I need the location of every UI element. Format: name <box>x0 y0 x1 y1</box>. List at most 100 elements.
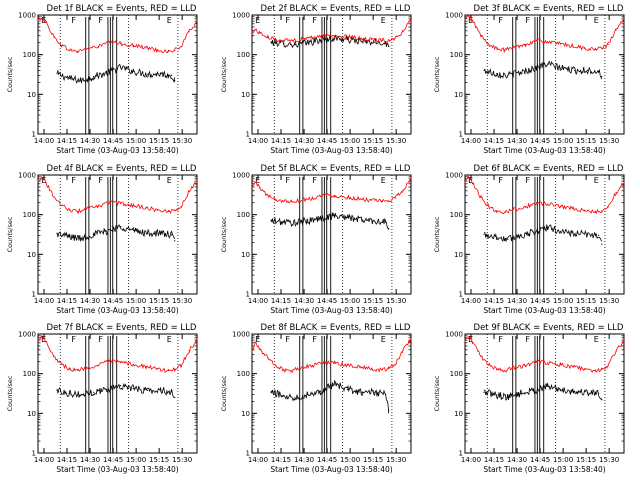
marker-label: E <box>381 335 386 344</box>
x-tick-label: 15:00 <box>340 297 360 305</box>
events-data-point <box>373 391 376 393</box>
events-data-point <box>373 41 376 43</box>
x-tick-label: 14:15 <box>484 297 504 305</box>
lld-data-point <box>275 364 277 367</box>
lld-data-point <box>402 31 404 33</box>
y-tick-label: 1000 <box>232 172 250 180</box>
lld-data-point <box>283 200 285 202</box>
events-data-point <box>56 233 58 235</box>
y-tick-label: 1000 <box>18 331 36 339</box>
y-axis-label: Counts/sec <box>220 216 228 252</box>
marker-label: F <box>285 176 290 185</box>
events-data-point <box>532 68 534 70</box>
x-tick-label: 15:30 <box>172 137 192 145</box>
plot-frame <box>37 14 198 135</box>
y-tick-label: 100 <box>237 211 250 219</box>
lld-data-point <box>251 186 253 188</box>
events-data-point <box>270 391 272 393</box>
events-data-point <box>597 70 600 72</box>
marker-label: E <box>167 16 172 25</box>
lld-data-point <box>254 28 256 31</box>
lld-data-point <box>504 211 506 213</box>
lld-data-point <box>267 195 269 197</box>
events-data-point <box>601 399 603 401</box>
panel-title: Det 8f BLACK = Events, RED = LLD <box>261 323 411 333</box>
detector-panel-2: Det 2f BLACK = Events, RED = LLD Counts/s… <box>220 4 412 155</box>
lld-data-point <box>145 207 147 209</box>
events-data-point <box>174 240 176 242</box>
lld-data-point <box>524 43 527 46</box>
events-data-point <box>507 238 509 240</box>
lld-data-point <box>77 210 79 213</box>
y-tick-label: 1 <box>246 291 250 299</box>
events-data-point <box>270 41 272 43</box>
lld-data-point <box>85 48 87 50</box>
lld-data-point <box>359 37 361 39</box>
lld-data-point <box>53 36 55 38</box>
y-tick-label: 10 <box>241 91 250 99</box>
lld-data-point <box>464 19 466 21</box>
lld-data-point <box>381 369 383 371</box>
y-tick-label: 1 <box>459 291 463 299</box>
lld-data-point <box>512 367 514 369</box>
lld-data-point <box>601 47 603 49</box>
x-axis-label: Start Time (03-Aug-03 13:58:40) <box>483 465 605 474</box>
panel-title: Det 7f BLACK = Events, RED = LLD <box>47 323 197 333</box>
marker-label: F <box>498 16 503 25</box>
lld-data-point <box>472 183 474 185</box>
lld-data-point <box>85 367 87 369</box>
events-data-point <box>586 69 589 72</box>
marker-label: E <box>41 176 46 185</box>
detector-panel-7: Det 7f BLACK = Events, RED = LLD Counts/s… <box>6 323 198 474</box>
detector-panel-6: Det 6f BLACK = Events, RED = LLD Counts/s… <box>433 164 625 315</box>
events-data-point <box>559 67 562 69</box>
x-axis-label: Start Time (03-Aug-03 13:58:40) <box>270 465 392 474</box>
events-data-point <box>388 45 390 48</box>
lld-data-point <box>40 16 42 18</box>
marker-label: F <box>498 176 503 185</box>
events-data-point <box>496 236 498 238</box>
marker-label: E <box>381 176 386 185</box>
x-tick-label: 15:00 <box>553 297 573 305</box>
events-data-point <box>120 226 122 228</box>
lld-data-point <box>311 197 314 199</box>
lld-data-point <box>45 340 47 343</box>
lld-data-point <box>45 21 47 24</box>
marker-label: F <box>98 335 103 344</box>
events-data-point <box>361 40 363 43</box>
events-series-line <box>270 212 390 230</box>
lld-data-point <box>496 210 498 212</box>
lld-data-point <box>572 366 574 368</box>
events-data-point <box>120 385 122 387</box>
lld-data-point <box>156 368 158 370</box>
y-axis-label: Counts/sec <box>220 375 228 411</box>
x-tick-label: 15:30 <box>172 456 192 464</box>
lld-data-point <box>132 204 134 207</box>
marker-label: F <box>285 16 290 25</box>
plot-frame <box>251 174 412 295</box>
y-tick-label: 100 <box>450 211 463 219</box>
lld-data-point <box>132 363 134 366</box>
marker-label: E <box>41 335 46 344</box>
lld-data-point <box>496 368 498 371</box>
detector-panel-5: Det 5f BLACK = Events, RED = LLD Counts/s… <box>220 164 412 315</box>
events-data-point <box>80 237 82 240</box>
y-axis-label: Counts/sec <box>433 216 441 252</box>
lld-data-point <box>607 206 609 208</box>
x-axis-label: Start Time (03-Aug-03 13:58:40) <box>270 146 392 155</box>
lld-data-point <box>267 36 269 39</box>
panel-title: Det 9f BLACK = Events, RED = LLD <box>474 323 624 333</box>
lld-data-point <box>524 206 527 208</box>
events-data-point <box>120 66 122 68</box>
x-tick-label: 14:45 <box>317 137 337 145</box>
events-data-point <box>384 42 387 44</box>
lld-data-point <box>504 370 506 372</box>
events-data-point <box>496 73 498 75</box>
events-data-point <box>574 391 576 393</box>
marker-label: F <box>525 16 530 25</box>
x-tick-label: 14:30 <box>80 137 100 145</box>
lld-data-point <box>37 339 39 341</box>
events-data-point <box>507 396 509 398</box>
lld-data-point <box>346 196 348 198</box>
lld-data-point <box>535 360 538 362</box>
